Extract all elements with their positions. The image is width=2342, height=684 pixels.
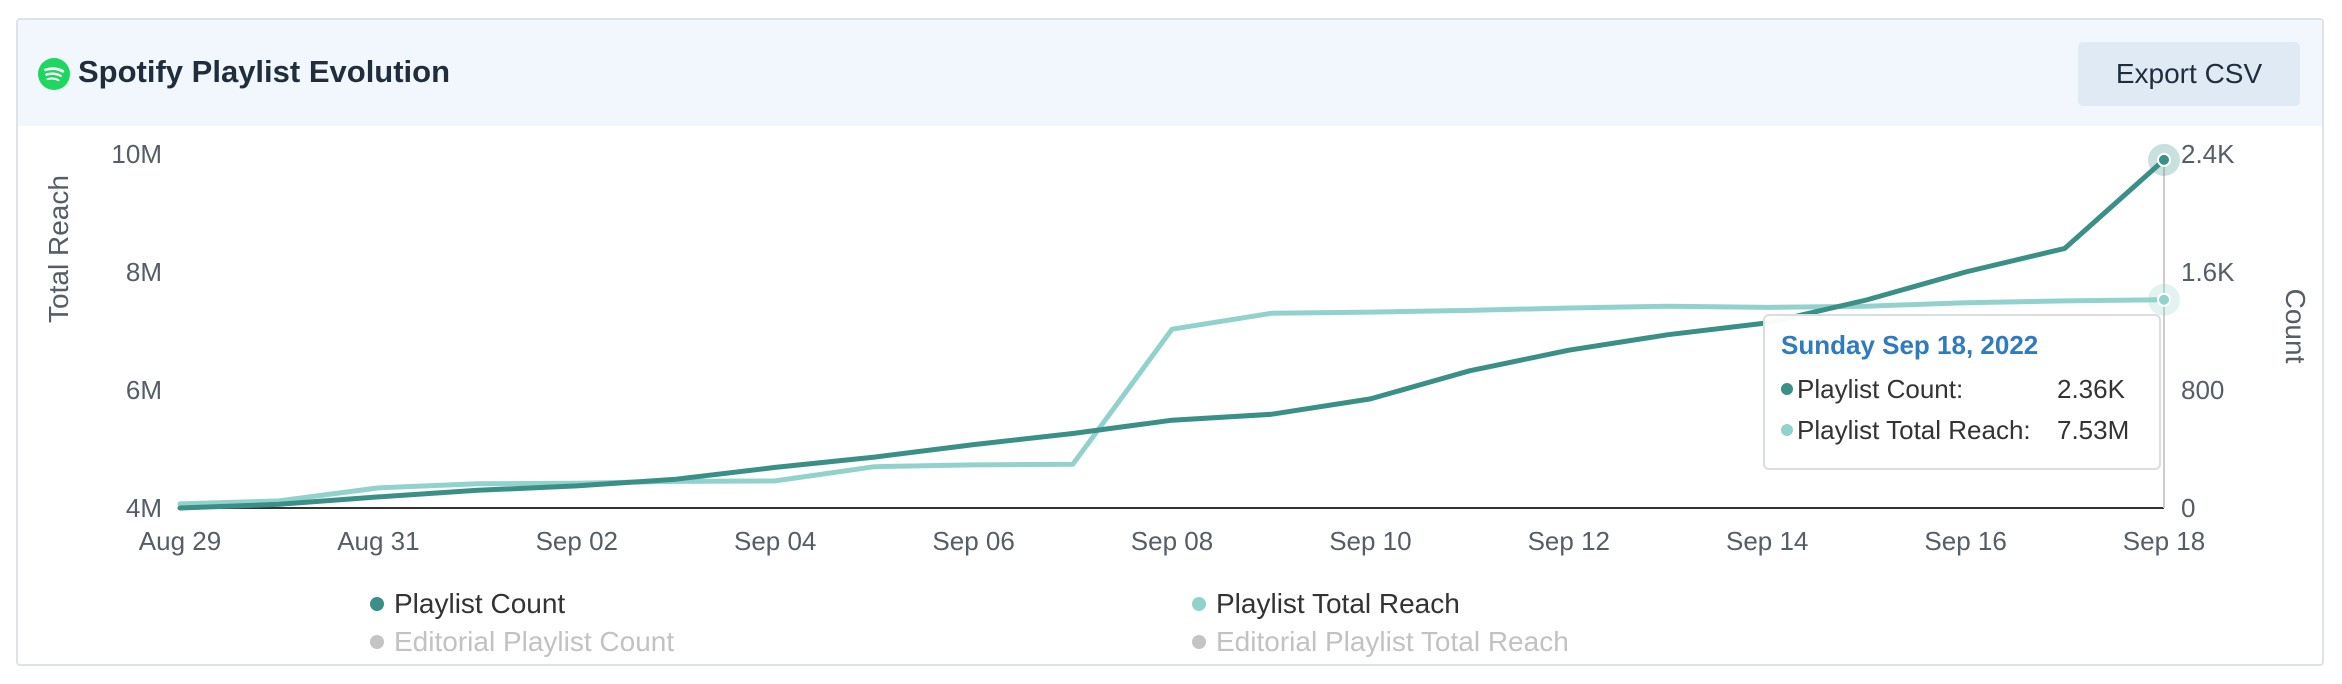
chart-card: Spotify Playlist Evolution Export CSV Au…	[16, 18, 2324, 666]
x-tick-label: Sep 08	[1131, 526, 1213, 556]
tooltip-dot-playlist-total-reach	[1781, 424, 1793, 436]
legend-item-playlist-count[interactable]: Playlist Count	[370, 588, 565, 620]
tooltip-value-playlist-count: 2.36K	[2057, 374, 2125, 404]
x-tick-label: Aug 31	[337, 526, 419, 556]
card-header: Spotify Playlist Evolution Export CSV	[18, 20, 2322, 126]
y-left-axis-title: Total Reach	[43, 175, 74, 323]
line-chart: Aug 29 Aug 31 Sep 02 Sep 04 Sep 06 Sep 08 Sep …	[43, 139, 2311, 556]
legend-item-editorial-playlist-count[interactable]: Editorial Playlist Count	[370, 626, 674, 658]
legend-dot-editorial-playlist-total-reach	[1192, 635, 1206, 649]
tooltip-row-playlist-total-reach: Playlist Total Reach:	[1781, 415, 2031, 446]
legend-item-playlist-total-reach[interactable]: Playlist Total Reach	[1192, 588, 1460, 620]
y-left-tick-label: 8M	[126, 257, 162, 287]
y-left-tick-label: 10M	[111, 139, 162, 169]
legend-label: Playlist Count	[394, 588, 566, 619]
legend-dot-playlist-total-reach	[1192, 597, 1206, 611]
series-line-playlist-count	[177, 157, 2167, 511]
x-tick-label: Sep 14	[1726, 526, 1808, 556]
hover-point-playlist-count	[2157, 152, 2171, 167]
y-left-tick-label: 6M	[126, 375, 162, 405]
legend-label: Editorial Playlist Total Reach	[1216, 626, 1569, 657]
x-tick-label: Sep 06	[932, 526, 1014, 556]
tooltip-dot-playlist-count	[1781, 383, 1793, 395]
chart-legend: Playlist Count Playlist Total Reach Editor…	[18, 20, 2322, 664]
tooltip-date: Sunday Sep 18, 2022	[1781, 330, 2039, 360]
chart-title: Spotify Playlist Evolution	[78, 54, 451, 89]
y-right-axis-title: Count	[2280, 289, 2311, 364]
legend-item-editorial-playlist-total-reach[interactable]: Editorial Playlist Total Reach	[1192, 626, 1569, 658]
y-right-tick-label: 2.4K	[2181, 139, 2235, 169]
hover-point-playlist-total-reach	[2157, 292, 2171, 307]
export-csv-button[interactable]: Export CSV	[2078, 42, 2300, 106]
legend-label: Playlist Total Reach	[1216, 588, 1460, 619]
y-right-tick-label: 1.6K	[2181, 257, 2235, 287]
y-right-tick-label: 0	[2181, 493, 2195, 523]
legend-dot-playlist-count	[370, 597, 384, 611]
legend-dot-editorial-playlist-count	[370, 635, 384, 649]
y-right-tick-label: 800	[2181, 375, 2224, 405]
x-tick-label: Sep 16	[1924, 526, 2006, 556]
x-tick-label: Sep 04	[734, 526, 816, 556]
tooltip-label-playlist-count: Playlist Count:	[1797, 374, 1964, 404]
spotify-icon	[38, 58, 70, 90]
legend-label: Editorial Playlist Count	[394, 626, 675, 657]
x-tick-label: Sep 18	[2123, 526, 2205, 556]
x-tick-label: Aug 29	[139, 526, 221, 556]
tooltip-row-playlist-count: Playlist Count:	[1781, 374, 1963, 405]
x-tick-label: Sep 02	[536, 526, 618, 556]
x-tick-label: Sep 12	[1528, 526, 1610, 556]
tooltip-value-playlist-total-reach: 7.53M	[2057, 415, 2130, 445]
chart-tooltip: Sunday Sep 18, 2022 Playlist Count: 2.36…	[1763, 314, 2161, 470]
x-tick-label: Sep 10	[1329, 526, 1411, 556]
y-left-tick-label: 4M	[126, 493, 162, 523]
tooltip-label-playlist-total-reach: Playlist Total Reach:	[1797, 415, 2031, 445]
